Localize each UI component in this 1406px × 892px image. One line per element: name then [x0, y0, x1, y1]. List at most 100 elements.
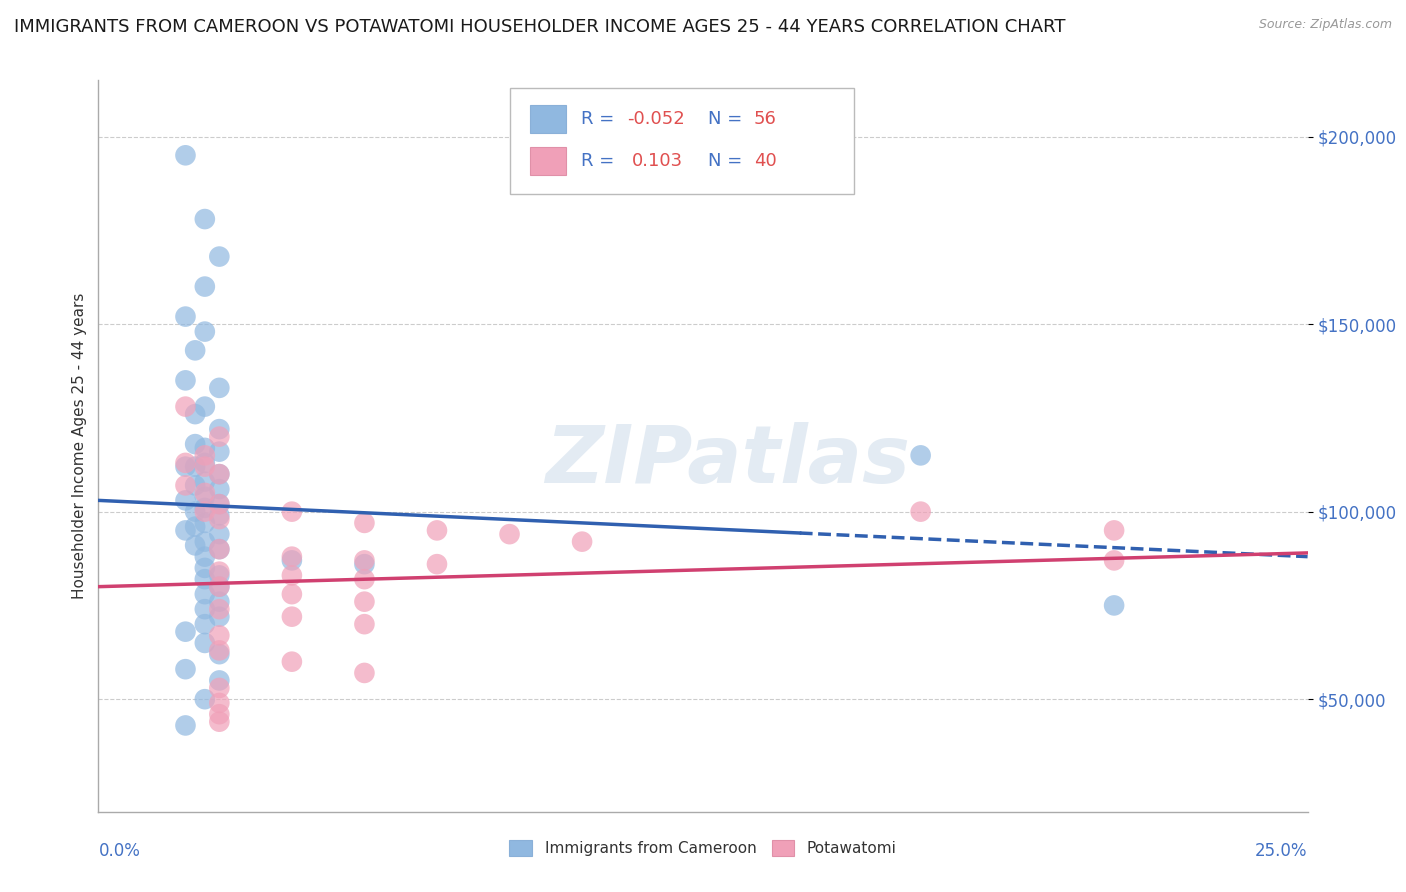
Point [194, 459, 217, 474]
Point [208, 580, 231, 594]
Point [281, 553, 304, 567]
Point [353, 665, 375, 680]
Point [194, 516, 217, 530]
FancyBboxPatch shape [530, 105, 567, 133]
Point [174, 400, 197, 414]
Point [174, 718, 197, 732]
Point [208, 542, 231, 557]
Point [281, 587, 304, 601]
Point [184, 343, 207, 358]
Point [208, 497, 231, 511]
Point [194, 549, 217, 564]
Point [571, 534, 593, 549]
Point [194, 475, 217, 489]
Text: R =: R = [581, 152, 620, 169]
Point [281, 505, 304, 519]
Text: N =: N = [707, 152, 748, 169]
Text: 0.0%: 0.0% [98, 842, 141, 860]
Point [208, 527, 231, 541]
Point [208, 467, 231, 482]
Point [208, 643, 231, 657]
Point [184, 459, 207, 474]
Point [194, 279, 217, 293]
Text: ZIPatlas: ZIPatlas [544, 422, 910, 500]
Point [281, 609, 304, 624]
Text: R =: R = [581, 110, 620, 128]
Point [194, 617, 217, 632]
Point [194, 534, 217, 549]
Point [184, 478, 207, 492]
Point [208, 628, 231, 642]
Point [194, 400, 217, 414]
Point [208, 512, 231, 526]
Point [208, 647, 231, 661]
Point [208, 673, 231, 688]
Point [208, 497, 231, 511]
Point [208, 381, 231, 395]
Point [1102, 599, 1125, 613]
Point [194, 561, 217, 575]
Text: IMMIGRANTS FROM CAMEROON VS POTAWATOMI HOUSEHOLDER INCOME AGES 25 - 44 YEARS COR: IMMIGRANTS FROM CAMEROON VS POTAWATOMI H… [14, 18, 1066, 36]
Point [194, 505, 217, 519]
Point [194, 572, 217, 586]
Legend: Immigrants from Cameroon, Potawatomi: Immigrants from Cameroon, Potawatomi [503, 834, 903, 863]
Point [208, 580, 231, 594]
Point [194, 449, 217, 463]
Y-axis label: Householder Income Ages 25 - 44 years: Householder Income Ages 25 - 44 years [72, 293, 87, 599]
Point [353, 553, 375, 567]
Text: 56: 56 [754, 110, 776, 128]
Point [910, 505, 932, 519]
Point [208, 422, 231, 436]
Point [208, 602, 231, 616]
Point [353, 617, 375, 632]
Point [208, 714, 231, 729]
Point [910, 449, 932, 463]
Point [1102, 524, 1125, 538]
Point [194, 325, 217, 339]
FancyBboxPatch shape [509, 87, 855, 194]
Point [426, 557, 449, 571]
Point [208, 250, 231, 264]
Point [353, 572, 375, 586]
Point [281, 568, 304, 582]
Point [174, 459, 197, 474]
Point [498, 527, 520, 541]
Point [194, 602, 217, 616]
Text: -0.052: -0.052 [627, 110, 685, 128]
Point [208, 508, 231, 523]
Point [174, 373, 197, 387]
Point [194, 636, 217, 650]
Point [174, 148, 197, 162]
Point [208, 568, 231, 582]
Point [194, 441, 217, 455]
Point [174, 478, 197, 492]
Point [208, 565, 231, 579]
Point [281, 655, 304, 669]
Point [208, 482, 231, 496]
Point [208, 467, 231, 482]
Point [184, 437, 207, 451]
Point [174, 456, 197, 470]
Point [174, 310, 197, 324]
Point [174, 524, 197, 538]
Point [208, 595, 231, 609]
Point [184, 505, 207, 519]
Point [353, 557, 375, 571]
Point [281, 549, 304, 564]
Point [184, 519, 207, 533]
Text: 25.0%: 25.0% [1256, 842, 1308, 860]
Point [194, 587, 217, 601]
Point [174, 662, 197, 676]
Point [208, 681, 231, 695]
Text: 0.103: 0.103 [631, 152, 683, 169]
Point [208, 542, 231, 557]
FancyBboxPatch shape [530, 147, 567, 175]
Point [194, 490, 217, 504]
Point [208, 696, 231, 710]
Point [194, 692, 217, 706]
Text: 40: 40 [754, 152, 776, 169]
Point [208, 707, 231, 722]
Point [208, 609, 231, 624]
Point [426, 524, 449, 538]
Point [353, 595, 375, 609]
